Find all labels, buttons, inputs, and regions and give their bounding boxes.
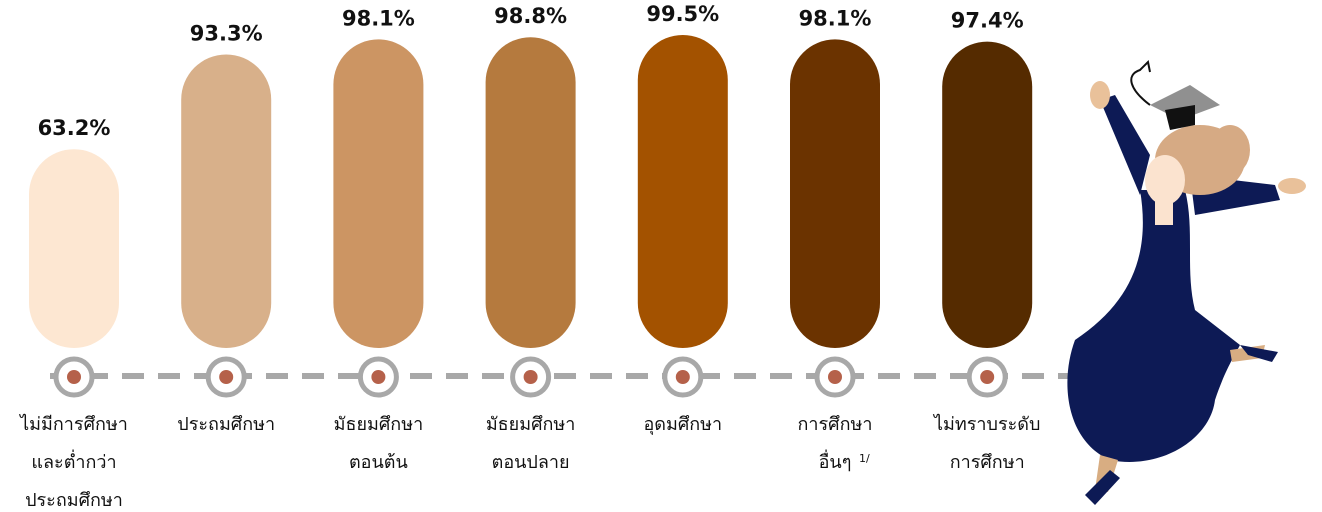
- bar: [333, 39, 424, 348]
- value-label: 63.2%: [38, 116, 111, 140]
- value-label: 97.4%: [951, 9, 1024, 33]
- bar: [485, 37, 576, 348]
- graduate-illustration: [1067, 59, 1306, 505]
- category-label: อุดมศึกษา: [643, 414, 722, 435]
- timeline-dot: [219, 370, 234, 384]
- category-label: ประถมศึกษา: [177, 414, 275, 435]
- bar: [181, 54, 272, 349]
- value-label: 98.1%: [799, 6, 872, 30]
- category-label: มัธยมศึกษาตอนปลาย: [486, 414, 576, 473]
- category-label: มัธยมศึกษาตอนต้น: [334, 414, 424, 473]
- timeline-dot: [980, 370, 995, 384]
- bar: [29, 149, 119, 348]
- bar: [942, 41, 1033, 349]
- bar: [637, 35, 728, 348]
- timeline-dot: [828, 370, 842, 384]
- value-label: 98.1%: [342, 6, 415, 30]
- bar: [790, 39, 880, 348]
- value-label: 93.3%: [190, 22, 263, 46]
- bars: 63.2% ไม่มีการศึกษาและต่ำกว่าประถมศึกษา 93…: [18, 2, 1040, 511]
- timeline-dot: [675, 370, 690, 384]
- category-label: ไม่มีการศึกษาและต่ำกว่าประถมศึกษา: [18, 413, 128, 511]
- value-label: 98.8%: [494, 4, 567, 28]
- timeline-dot: [67, 370, 81, 384]
- category-label: การศึกษาอื่นๆ: [798, 414, 873, 473]
- timeline-dot: [371, 370, 386, 384]
- category-label: ไม่ทราบระดับการศึกษา: [932, 413, 1040, 473]
- timeline-dot: [523, 370, 538, 384]
- value-label: 99.5%: [646, 2, 719, 26]
- footnote-mark: 1/: [859, 452, 870, 465]
